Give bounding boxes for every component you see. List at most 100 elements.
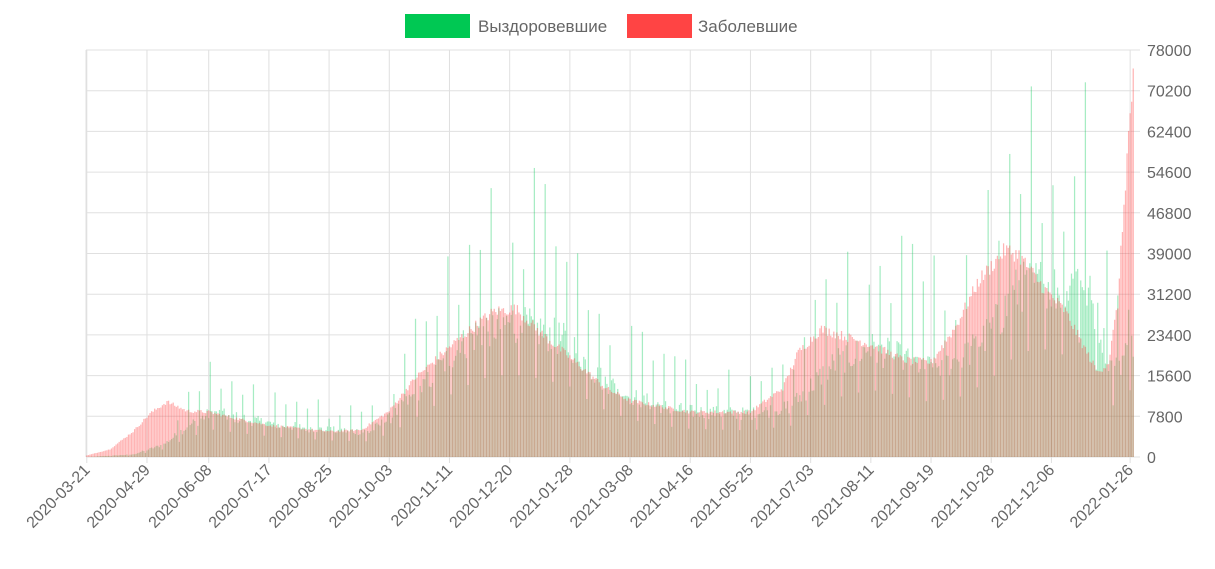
bar-recovered	[1002, 327, 1005, 457]
bar-infected	[387, 412, 389, 457]
bar-infected	[127, 434, 130, 457]
y-tick-label: 0	[1147, 450, 1156, 467]
legend-label-recovered[interactable]: Выздоровевшие	[478, 17, 607, 36]
bar-infected	[902, 360, 904, 457]
legend-swatch-infected[interactable]	[627, 14, 692, 38]
bar-infected	[160, 407, 162, 457]
bar-infected	[692, 410, 694, 457]
bar-recovered	[828, 366, 830, 457]
bar-infected	[1032, 267, 1034, 457]
bar-recovered	[333, 426, 335, 457]
bar-infected	[864, 342, 866, 457]
bar-infected	[1126, 153, 1128, 457]
bar-infected	[427, 364, 429, 457]
bar-recovered	[822, 366, 824, 457]
bar-recovered	[617, 388, 619, 457]
bar-recovered	[556, 353, 559, 457]
bar-recovered	[567, 352, 569, 457]
bar-recovered	[266, 421, 268, 457]
bar-infected	[235, 417, 238, 457]
bar-recovered	[555, 246, 557, 457]
legend-swatch-recovered[interactable]	[405, 14, 470, 38]
bar-infected	[438, 359, 440, 457]
bar-recovered	[958, 361, 960, 457]
bar-infected	[410, 381, 412, 457]
bar-infected	[859, 340, 861, 457]
bar-recovered	[316, 432, 318, 457]
bar-recovered	[763, 410, 765, 457]
bar-infected	[363, 428, 366, 457]
bar-infected	[893, 359, 895, 457]
bar-infected	[385, 412, 387, 457]
bar-infected	[732, 410, 735, 457]
bar-recovered	[533, 167, 535, 458]
bar-recovered	[413, 394, 415, 457]
bar-recovered	[305, 430, 307, 457]
bar-recovered	[169, 440, 171, 457]
bar-infected	[888, 354, 890, 457]
legend-label-infected[interactable]: Заболевшие	[698, 17, 798, 36]
bar-recovered	[208, 418, 210, 457]
bar-recovered	[851, 365, 853, 457]
bar-infected	[1058, 301, 1060, 457]
bar-recovered	[445, 351, 448, 457]
bar-recovered	[663, 353, 665, 457]
bar-recovered	[391, 417, 393, 457]
bar-infected	[214, 412, 216, 457]
bar-infected	[282, 426, 284, 457]
bar-infected	[320, 429, 322, 457]
bar-infected	[379, 416, 381, 457]
bar-recovered	[564, 330, 566, 457]
bar-recovered	[623, 396, 625, 457]
bar-recovered	[268, 421, 270, 457]
bar-recovered	[297, 438, 299, 457]
bar-infected	[961, 316, 963, 457]
bar-infected	[640, 401, 642, 457]
bar-infected	[672, 408, 674, 457]
bar-infected	[652, 404, 654, 457]
bar-recovered	[939, 375, 941, 457]
bar-infected	[748, 410, 750, 457]
bar-infected	[607, 387, 610, 457]
bar-infected	[1027, 267, 1029, 457]
bar-recovered	[705, 429, 707, 457]
bar-infected	[731, 413, 733, 457]
bar-recovered	[1094, 329, 1096, 457]
bar-recovered	[850, 366, 852, 457]
bar-infected	[163, 404, 165, 457]
bar-recovered	[342, 432, 344, 457]
bar-infected	[490, 308, 492, 457]
bar-recovered	[1004, 295, 1006, 457]
bar-infected	[1129, 113, 1131, 457]
bar-infected	[402, 393, 404, 457]
bar-recovered	[643, 395, 645, 457]
bar-recovered	[686, 410, 688, 457]
bar-infected	[910, 358, 912, 457]
bar-recovered	[674, 356, 676, 457]
bar-infected	[266, 426, 268, 457]
bar-recovered	[242, 394, 244, 457]
bar-infected	[995, 258, 997, 457]
bar-recovered	[865, 352, 867, 457]
bar-recovered	[482, 326, 485, 457]
bar-recovered	[117, 455, 119, 457]
bar-recovered	[1109, 360, 1111, 457]
bar-recovered	[428, 386, 431, 457]
bar-recovered	[221, 410, 224, 457]
bar-infected	[742, 412, 744, 457]
bar-infected	[698, 412, 701, 457]
bar-recovered	[254, 417, 256, 457]
x-tick-label: 2022-01-26	[1067, 462, 1137, 532]
bar-recovered	[1016, 304, 1019, 457]
bar-infected	[404, 393, 406, 457]
bar-recovered	[1095, 369, 1097, 457]
bar-infected	[499, 311, 502, 457]
bar-infected	[549, 340, 551, 457]
bar-recovered	[462, 330, 464, 457]
bar-recovered	[314, 439, 316, 457]
bar-recovered	[180, 430, 182, 457]
bar-recovered	[323, 432, 326, 457]
bar-recovered	[106, 456, 108, 457]
bar-infected	[768, 398, 770, 457]
bar-infected	[157, 407, 159, 457]
